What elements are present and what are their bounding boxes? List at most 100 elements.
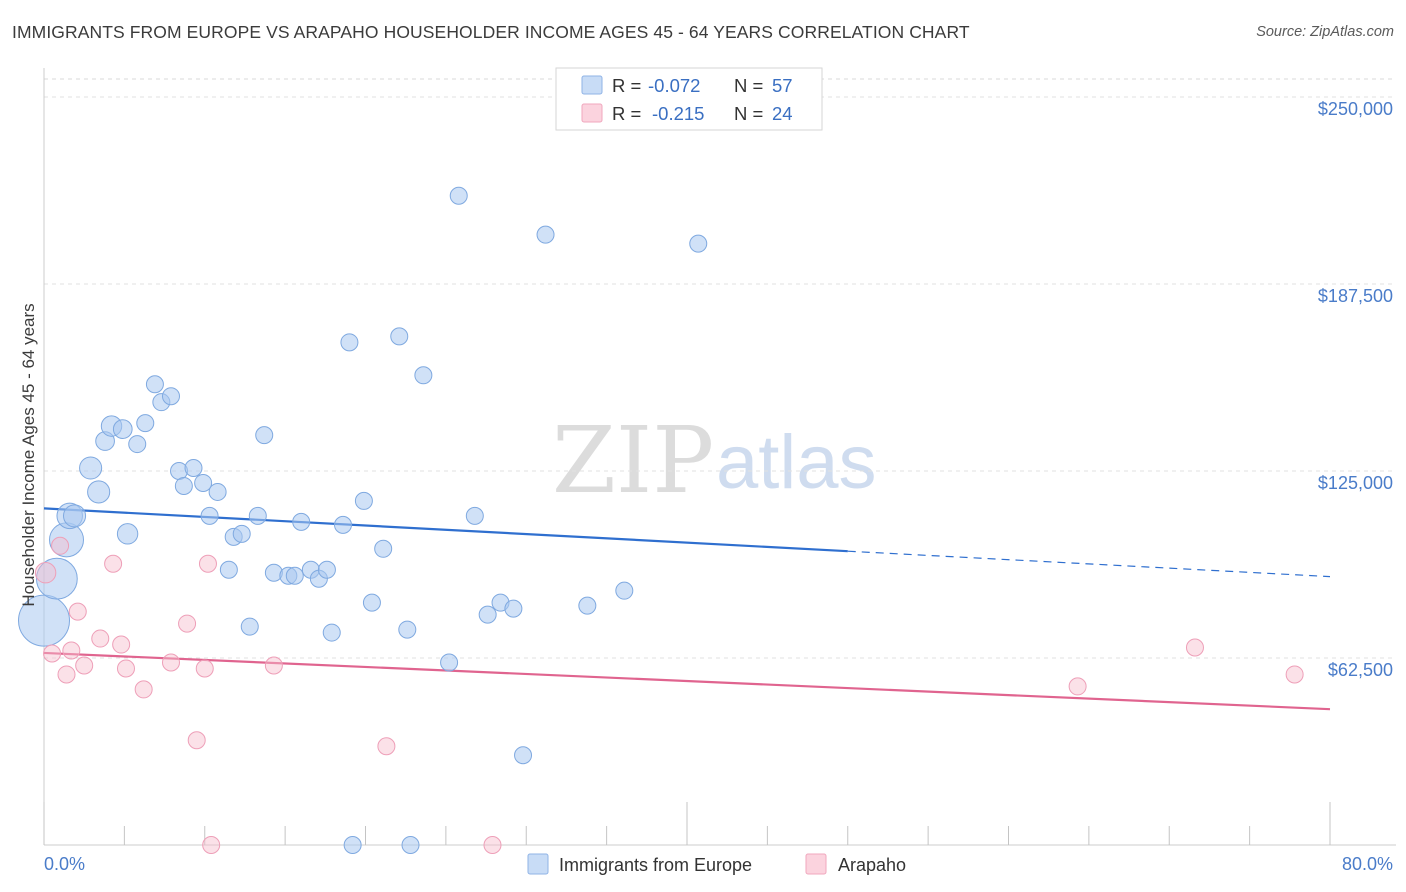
- bottom-legend-label-arapaho: Arapaho: [838, 855, 906, 875]
- point-arapaho: [134, 680, 153, 699]
- legend-r-value-arapaho: -0.215: [652, 103, 704, 124]
- point-arapaho: [104, 554, 123, 573]
- point-europe: [62, 504, 87, 528]
- x-tick-label: 0.0%: [44, 854, 85, 874]
- axes: [43, 68, 1396, 846]
- point-europe: [112, 419, 133, 439]
- point-arapaho: [51, 536, 70, 555]
- trendline-europe: [43, 507, 848, 553]
- point-europe: [504, 599, 523, 618]
- point-europe: [128, 435, 147, 454]
- point-europe: [248, 506, 267, 525]
- point-arapaho: [483, 836, 502, 854]
- point-europe: [145, 375, 164, 394]
- y-tick-label: $62,500: [1328, 660, 1393, 680]
- point-arapaho: [1068, 677, 1087, 696]
- point-europe: [292, 512, 311, 531]
- point-europe: [232, 524, 251, 543]
- point-europe: [161, 387, 180, 406]
- point-europe: [317, 560, 336, 579]
- legend-r-label-arapaho: R =: [612, 103, 641, 124]
- point-europe: [449, 186, 468, 205]
- point-arapaho: [57, 665, 76, 684]
- point-arapaho: [112, 635, 131, 654]
- trendline-arapaho: [43, 651, 1331, 711]
- legend-n-label-arapaho: N =: [734, 103, 763, 124]
- legend: R = -0.072 N = 57 R = -0.215 N = 24: [555, 67, 823, 131]
- point-arapaho: [195, 659, 214, 678]
- point-arapaho: [187, 731, 206, 750]
- point-europe: [116, 523, 139, 545]
- y-axis-label: Householder Income Ages 45 - 64 years: [19, 303, 38, 606]
- y-tick-label: $250,000: [1318, 99, 1393, 119]
- point-europe: [536, 225, 555, 244]
- chart-title: IMMIGRANTS FROM EUROPE VS ARAPAHO HOUSEH…: [12, 22, 970, 42]
- point-europe: [340, 333, 359, 352]
- point-arapaho: [198, 554, 217, 573]
- point-arapaho: [43, 644, 62, 663]
- legend-n-value-arapaho: 24: [772, 103, 793, 124]
- point-europe: [374, 539, 393, 558]
- trendlines: [43, 507, 1331, 711]
- point-arapaho: [178, 614, 197, 633]
- point-europe: [333, 515, 352, 534]
- point-europe: [478, 605, 497, 624]
- trendline-europe-extension: [847, 550, 1331, 578]
- legend-n-label-europe: N =: [734, 75, 763, 96]
- point-arapaho: [1185, 638, 1204, 657]
- grid: [44, 78, 1396, 659]
- point-europe: [184, 459, 203, 478]
- point-europe: [194, 473, 213, 492]
- point-arapaho: [116, 659, 135, 678]
- point-europe: [87, 480, 111, 504]
- point-arapaho: [68, 602, 87, 621]
- point-europe: [174, 476, 193, 495]
- point-europe: [170, 462, 189, 480]
- point-europe: [35, 557, 78, 600]
- point-europe: [514, 746, 533, 765]
- point-arapaho: [34, 562, 57, 584]
- point-europe: [200, 506, 219, 525]
- point-europe: [390, 327, 409, 346]
- point-europe: [354, 491, 373, 510]
- point-arapaho: [62, 641, 81, 660]
- point-europe: [615, 581, 634, 600]
- legend-n-value-europe: 57: [772, 75, 793, 96]
- bottom-legend: Immigrants from Europe Arapaho: [527, 853, 906, 875]
- point-arapaho: [202, 836, 221, 854]
- legend-r-value-europe: -0.072: [648, 75, 700, 96]
- point-europe: [79, 456, 103, 480]
- x-tick-label: 80.0%: [1342, 854, 1393, 874]
- watermark-zip: ZIP: [552, 407, 714, 514]
- point-europe: [343, 836, 362, 854]
- point-europe: [440, 653, 459, 672]
- point-europe: [208, 482, 227, 501]
- point-arapaho: [75, 656, 94, 675]
- chart-source: Source: ZipAtlas.com: [1256, 24, 1394, 40]
- legend-swatch-europe: [581, 75, 603, 95]
- point-arapaho: [264, 656, 283, 675]
- data-points: [18, 186, 1304, 854]
- point-europe: [414, 366, 433, 385]
- point-europe: [362, 593, 381, 612]
- y-tick-label: $187,500: [1318, 286, 1393, 306]
- point-europe: [322, 623, 341, 642]
- point-arapaho: [91, 629, 110, 648]
- point-europe: [240, 617, 259, 636]
- point-arapaho: [161, 653, 180, 672]
- point-arapaho: [377, 737, 396, 756]
- point-europe: [465, 506, 484, 525]
- point-arapaho: [1285, 665, 1304, 684]
- point-europe: [136, 414, 155, 433]
- point-europe: [285, 566, 304, 585]
- point-europe: [255, 426, 274, 445]
- bottom-legend-swatch-europe: [527, 853, 549, 875]
- point-europe: [401, 836, 420, 854]
- bottom-legend-label-europe: Immigrants from Europe: [559, 855, 752, 875]
- bottom-legend-swatch-arapaho: [805, 853, 827, 875]
- y-tick-label: $125,000: [1318, 473, 1393, 493]
- watermark-atlas: atlas: [716, 420, 877, 505]
- point-europe: [578, 596, 597, 615]
- point-europe: [219, 560, 238, 579]
